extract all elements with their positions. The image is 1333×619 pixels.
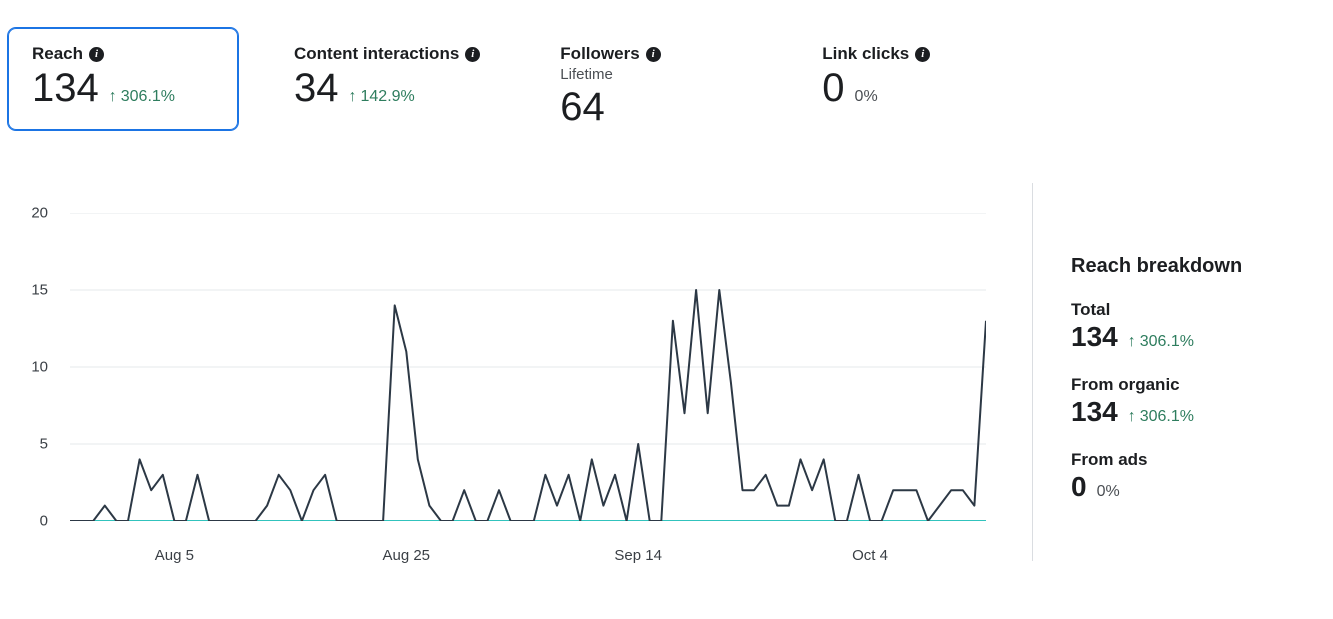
delta-value: 306.1% bbox=[1140, 333, 1194, 351]
delta-value: 306.1% bbox=[121, 88, 175, 106]
chart-section: 20151050Aug 5Aug 25Sep 14Oct 4 Reach bre… bbox=[8, 213, 1333, 561]
card-title: Reach bbox=[32, 44, 83, 64]
breakdown-group: From ads0 0% bbox=[1071, 450, 1242, 503]
info-icon[interactable]: i bbox=[89, 47, 104, 62]
delta-indicator: ↑142.9% bbox=[349, 88, 415, 106]
card-value: 0 bbox=[822, 66, 844, 110]
breakdown-group: Total134 ↑306.1% bbox=[1071, 300, 1242, 353]
delta-indicator: ↑306.1% bbox=[1128, 408, 1194, 426]
metric-card-followers[interactable]: Followers i Lifetime 64 bbox=[536, 28, 766, 149]
arrow-up-icon: ↑ bbox=[109, 89, 117, 105]
metric-card-reach[interactable]: Reachi 134 ↑306.1% bbox=[8, 28, 238, 130]
y-tick-label: 10 bbox=[18, 359, 48, 376]
card-value: 34 bbox=[294, 66, 339, 110]
delta-value: 0% bbox=[1097, 483, 1120, 501]
info-icon[interactable]: i bbox=[646, 47, 661, 62]
metric-cards-row: Reachi134↑306.1%Content interactionsi34↑… bbox=[8, 28, 1333, 149]
y-tick-label: 15 bbox=[18, 282, 48, 299]
delta-indicator: ↑306.1% bbox=[109, 88, 175, 106]
chart-wrap: 20151050Aug 5Aug 25Sep 14Oct 4 bbox=[24, 213, 986, 521]
y-tick-label: 5 bbox=[18, 436, 48, 453]
insights-page: Reachi134↑306.1%Content interactionsi34↑… bbox=[0, 0, 1333, 619]
card-subtitle: Lifetime bbox=[560, 66, 742, 83]
breakdown-group: From organic134 ↑306.1% bbox=[1071, 375, 1242, 428]
delta-value: 142.9% bbox=[361, 88, 415, 106]
card-value: 64 bbox=[560, 85, 605, 129]
x-tick-label: Aug 5 bbox=[155, 547, 194, 564]
metric-card-interactions[interactable]: Content interactions i 34 ↑142.9% bbox=[270, 28, 504, 130]
breakdown-value: 0 bbox=[1071, 472, 1087, 503]
y-tick-label: 20 bbox=[18, 205, 48, 222]
x-tick-label: Oct 4 bbox=[852, 547, 888, 564]
arrow-up-icon: ↑ bbox=[1128, 409, 1136, 425]
y-tick-label: 0 bbox=[18, 513, 48, 530]
delta-indicator: ↑306.1% bbox=[1128, 333, 1194, 351]
reach-line-chart bbox=[24, 213, 986, 521]
card-title: Content interactions bbox=[294, 44, 459, 64]
card-title: Link clicks bbox=[822, 44, 909, 64]
x-tick-label: Aug 25 bbox=[382, 547, 430, 564]
reach-series-line bbox=[70, 290, 986, 521]
card-value: 134 bbox=[32, 66, 99, 110]
info-icon[interactable]: i bbox=[915, 47, 930, 62]
breakdown-value: 134 bbox=[1071, 322, 1118, 353]
delta-value: 306.1% bbox=[1140, 408, 1194, 426]
breakdown-label: From organic bbox=[1071, 375, 1242, 395]
reach-breakdown: Reach breakdown Total134↑306.1%From orga… bbox=[1033, 213, 1242, 561]
delta-indicator: 0% bbox=[1097, 483, 1120, 501]
info-icon[interactable]: i bbox=[465, 47, 480, 62]
breakdown-label: Total bbox=[1071, 300, 1242, 320]
breakdown-label: From ads bbox=[1071, 450, 1242, 470]
x-tick-label: Sep 14 bbox=[614, 547, 662, 564]
metric-card-linkclicks[interactable]: Link clicks i 0 0% bbox=[798, 28, 1028, 130]
breakdown-title: Reach breakdown bbox=[1071, 255, 1242, 278]
delta-indicator: 0% bbox=[855, 88, 878, 106]
arrow-up-icon: ↑ bbox=[349, 89, 357, 105]
delta-value: 0% bbox=[855, 88, 878, 106]
breakdown-value: 134 bbox=[1071, 397, 1118, 428]
arrow-up-icon: ↑ bbox=[1128, 334, 1136, 350]
card-title: Followers bbox=[560, 44, 639, 64]
